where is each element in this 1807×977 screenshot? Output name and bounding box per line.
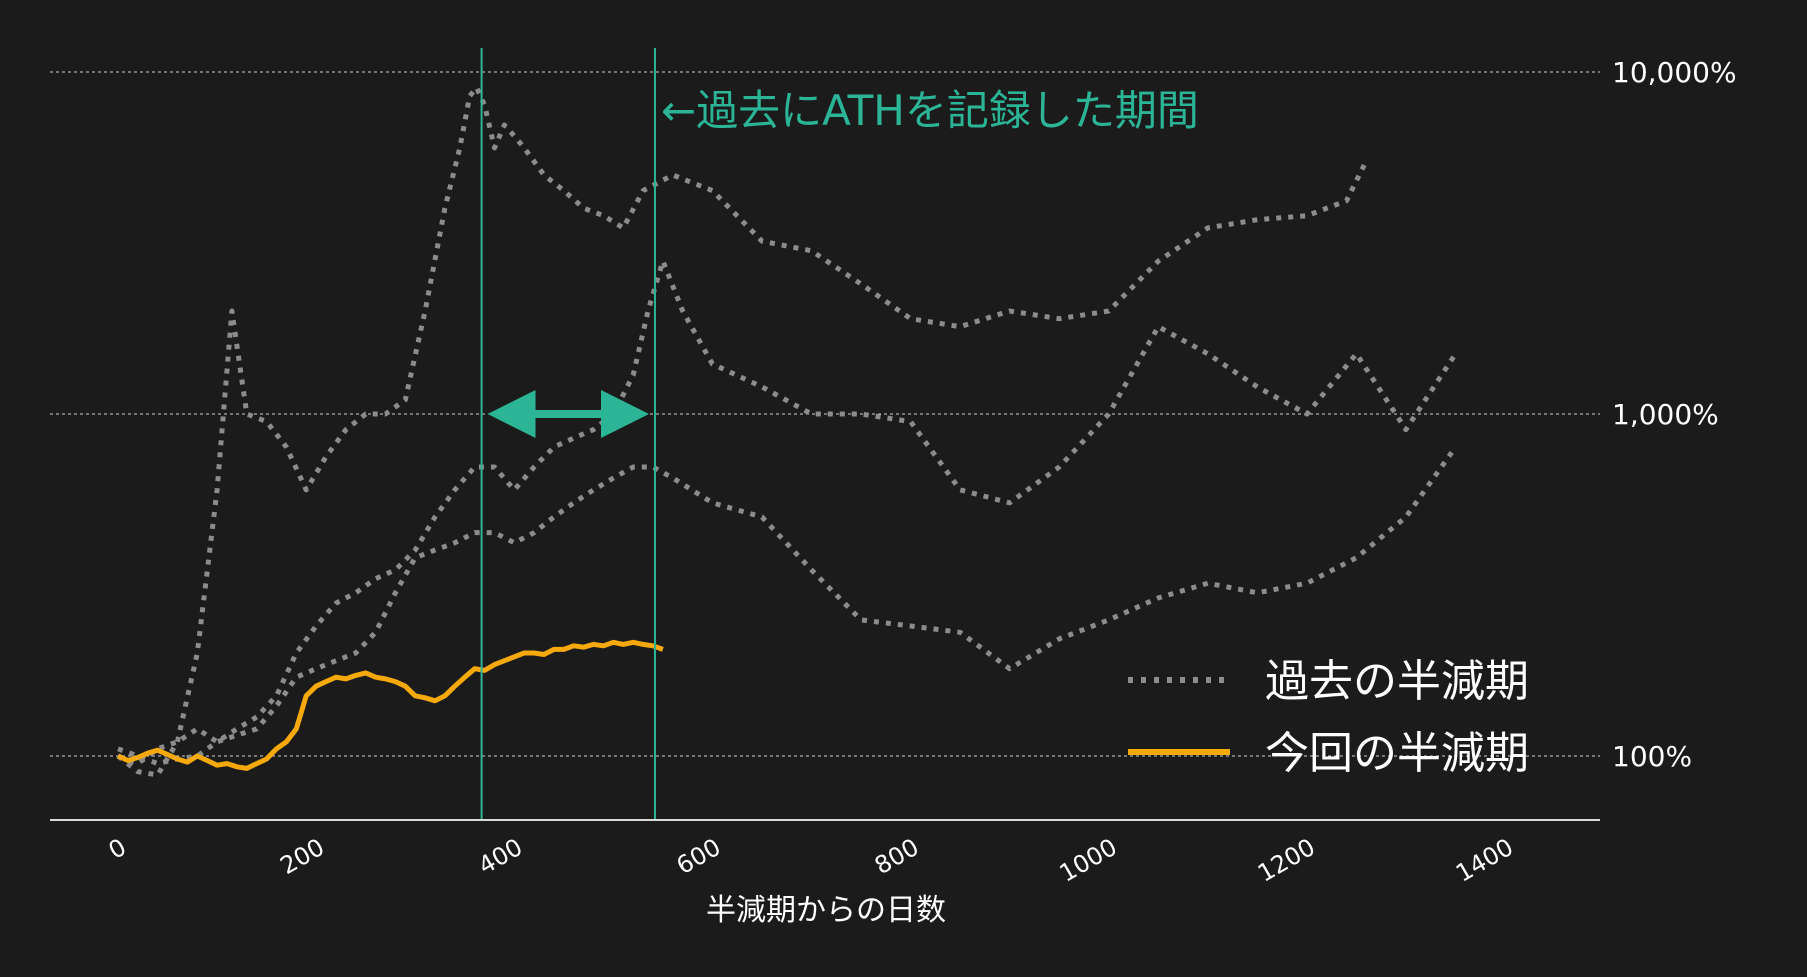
x-tick-label: 0 (104, 833, 131, 865)
legend-label: 今回の半減期 (1265, 728, 1529, 779)
x-tick-label: 1400 (1451, 833, 1518, 888)
y-tick-label: 1,000% (1612, 398, 1719, 431)
series-line-past-halving-1 (116, 85, 1369, 778)
ath-annotation: ←過去にATHを記録した期間 (661, 86, 1199, 135)
series-line-past-halving-3 (117, 445, 1458, 767)
series-line-past-halving-2 (117, 258, 1458, 767)
y-grid: 100% 1,000% 10,000% (50, 56, 1737, 773)
legend-label: 過去の半減期 (1265, 656, 1529, 707)
series-group (116, 85, 1458, 778)
x-tick-label: 600 (672, 833, 726, 880)
series-line-current-halving (116, 639, 664, 771)
x-tick-label: 1200 (1253, 833, 1320, 888)
ath-period: ←過去にATHを記録した期間 (480, 48, 1199, 820)
x-axis-label: 半減期からの日数 (706, 893, 946, 928)
y-tick-label: 100% (1612, 740, 1692, 773)
x-tick-label: 1000 (1055, 833, 1122, 888)
x-tick-label: 200 (275, 833, 329, 880)
axes: 0 200 400 600 800 1000 1200 1400 (50, 819, 1600, 888)
x-tick-label: 800 (870, 833, 924, 880)
x-tick-label: 400 (474, 833, 528, 880)
y-tick-label: 10,000% (1612, 56, 1737, 89)
